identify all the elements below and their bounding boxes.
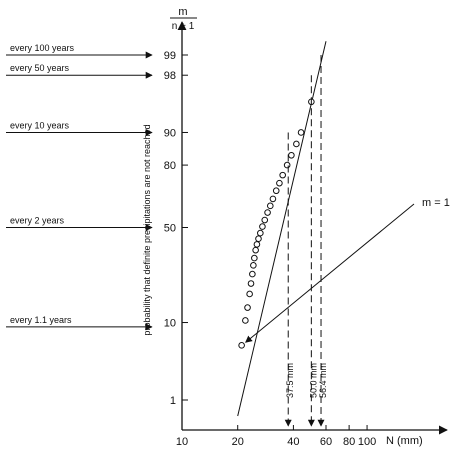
annotation-label: m = 1 [422,197,450,209]
data-point [269,195,277,203]
return-period-label: every 2 years [10,216,65,226]
data-points [238,98,315,349]
x-tick-label: 100 [358,436,376,448]
x-ticks: 10 20 40 60 80 100 [176,425,376,448]
y-ticks: 1 10 50 80 90 98 99 [164,50,188,407]
y-axis-label: probability that definite precipitations… [142,124,152,335]
data-point [251,254,258,262]
reading-label: 56.4 mm [318,363,328,398]
data-point [255,235,262,242]
y-tick-label: 98 [164,70,176,82]
y-tick-label: 90 [164,127,176,139]
data-point [266,202,274,210]
x-tick-label: 40 [287,436,299,448]
x-axis-label: N (mm) [386,435,423,447]
data-point [252,246,259,254]
data-point [283,161,291,169]
return-period-label: every 50 years [10,63,70,73]
data-point [249,270,256,278]
data-point [257,229,264,237]
data-point [261,216,269,224]
data-point [253,241,261,248]
y-axis-title-numerator: m [178,6,187,18]
return-period-label: every 100 years [10,43,75,53]
y-tick-label: 99 [164,50,176,62]
data-point [250,262,257,269]
return-period-label: every 10 years [10,120,70,130]
data-point [244,304,251,311]
reading-lines: 37.5 mm 50.0 mm 56.4 mm [284,55,328,427]
data-point [276,179,283,187]
data-point [272,187,280,195]
annotation-arrow [245,203,415,343]
reading-label: 50.0 mm [308,363,318,398]
y-axis-title-denominator: n + 1 [172,21,195,32]
data-point [293,140,300,148]
data-point [247,280,255,287]
y-tick-label: 50 [164,223,176,235]
fit-line-group [237,41,327,417]
data-point [279,171,286,179]
x-tick-label: 10 [176,436,188,448]
x-tick-label: 60 [320,436,332,448]
return-period-label: every 1.1 years [10,315,72,325]
y-tick-label: 10 [164,318,176,330]
y-tick-label: 1 [170,395,176,407]
data-point [259,223,266,230]
y-tick-label: 80 [164,160,176,172]
return-period-labels: every 100 years every 50 years every 10 ye… [6,43,153,331]
data-point [297,129,305,136]
data-point [238,342,245,349]
fit-line [237,41,327,417]
data-point [264,209,271,216]
y-axis-title: m n + 1 [170,6,197,32]
data-point [246,290,253,298]
data-point [242,317,249,324]
annotation-group: m = 1 [245,197,450,343]
data-point [288,151,295,159]
x-tick-label: 20 [232,436,244,448]
reading-label: 37.5 mm [285,363,295,398]
x-tick-label: 80 [343,436,355,448]
